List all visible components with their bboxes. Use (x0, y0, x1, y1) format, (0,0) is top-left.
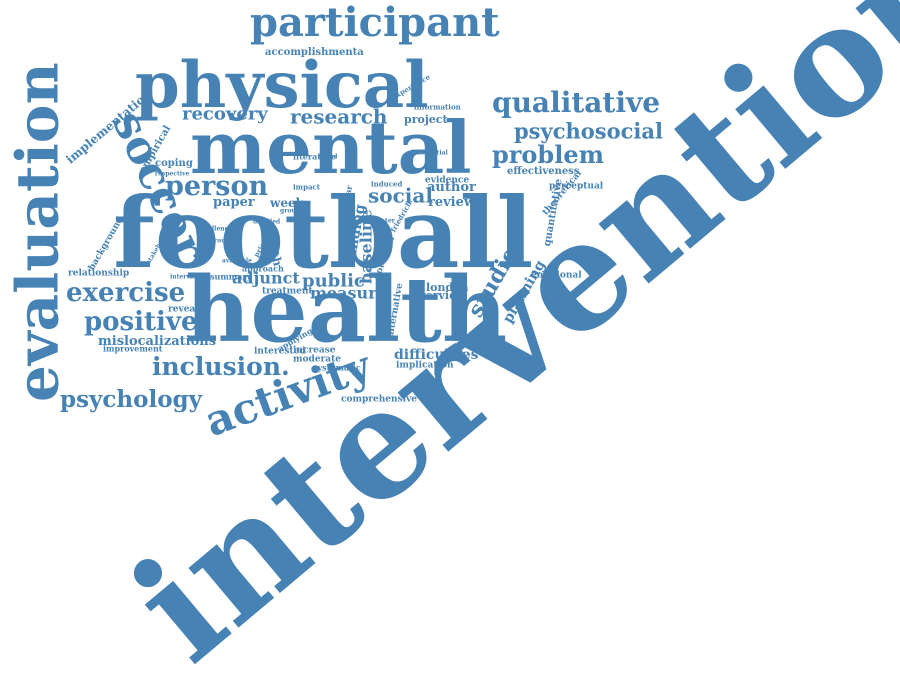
cloud-word: project (404, 112, 448, 126)
cloud-word: recovery (182, 103, 268, 125)
cloud-word: week (270, 195, 304, 210)
cloud-word: increase (293, 345, 336, 356)
cloud-word: exercise (66, 278, 186, 309)
cloud-word: improvement (103, 343, 163, 354)
cloud-word: evaluation (3, 62, 72, 402)
cloud-word: effectiveness (507, 165, 580, 177)
cloud-word: detailed (253, 218, 281, 226)
cloud-word: approach (242, 263, 284, 274)
cloud-word: comprehensive (341, 394, 418, 405)
cloud-word: impact (293, 182, 320, 192)
cloud-word: respective (155, 170, 190, 178)
cloud-word: group (280, 207, 300, 215)
cloud-word: interested (254, 346, 306, 357)
cloud-word: implication (396, 360, 454, 371)
cloud-word: social (368, 183, 433, 208)
cloud-word: evidence (425, 175, 470, 186)
cloud-word: psychology (60, 385, 202, 413)
cloud-word: person (165, 171, 269, 203)
cloud-word: moderate (293, 354, 342, 365)
cloud-word: health (185, 257, 508, 364)
cloud-word: coping (155, 157, 193, 169)
cloud-word: positive (84, 307, 198, 338)
cloud-word: perceptual (549, 181, 604, 192)
cloud-word: information (414, 102, 461, 112)
cloud-word: author (427, 180, 476, 196)
cloud-word: paper (213, 195, 255, 211)
cloud-word: psychosocial (514, 118, 663, 144)
cloud-word: adjunct (232, 268, 300, 288)
cloud-word: challenge (200, 225, 233, 233)
cloud-word: problem (492, 139, 604, 169)
cloud-word: literature (293, 151, 337, 162)
cloud-word: research (290, 104, 388, 129)
cloud-word: induced (371, 179, 403, 189)
cloud-word: relationship (68, 268, 130, 279)
cloud-word: accomplishmenta (265, 46, 364, 58)
cloud-word: available (222, 257, 252, 265)
cloud-word: london (426, 280, 469, 294)
cloud-word: difficulties (394, 347, 479, 364)
cloud-word: emotional (531, 270, 582, 281)
cloud-word: review (428, 195, 476, 211)
cloud-word: football (113, 175, 534, 290)
cloud-word: greater (370, 217, 395, 225)
cloud-word: summary (210, 271, 252, 282)
cloud-word: revealed (168, 304, 211, 315)
cloud-word: measure (310, 283, 387, 303)
cloud-word: inclusion. (152, 352, 290, 381)
cloud-word: participant (250, 0, 500, 47)
cloud-word: based (318, 153, 338, 161)
cloud-word: mislocalizations (98, 334, 217, 350)
cloud-word: treatment (262, 286, 313, 297)
cloud-word: differential (410, 149, 448, 157)
cloud-word: physical (135, 48, 429, 124)
cloud-word: qualitative (492, 86, 661, 120)
cloud-word: public (302, 270, 365, 292)
cloud-word: overview (412, 288, 466, 302)
cloud-word: interview (170, 273, 202, 281)
cloud-word: systematic (313, 362, 361, 373)
cloud-word: vigorous (200, 237, 229, 245)
cloud-word: mental (190, 104, 472, 190)
